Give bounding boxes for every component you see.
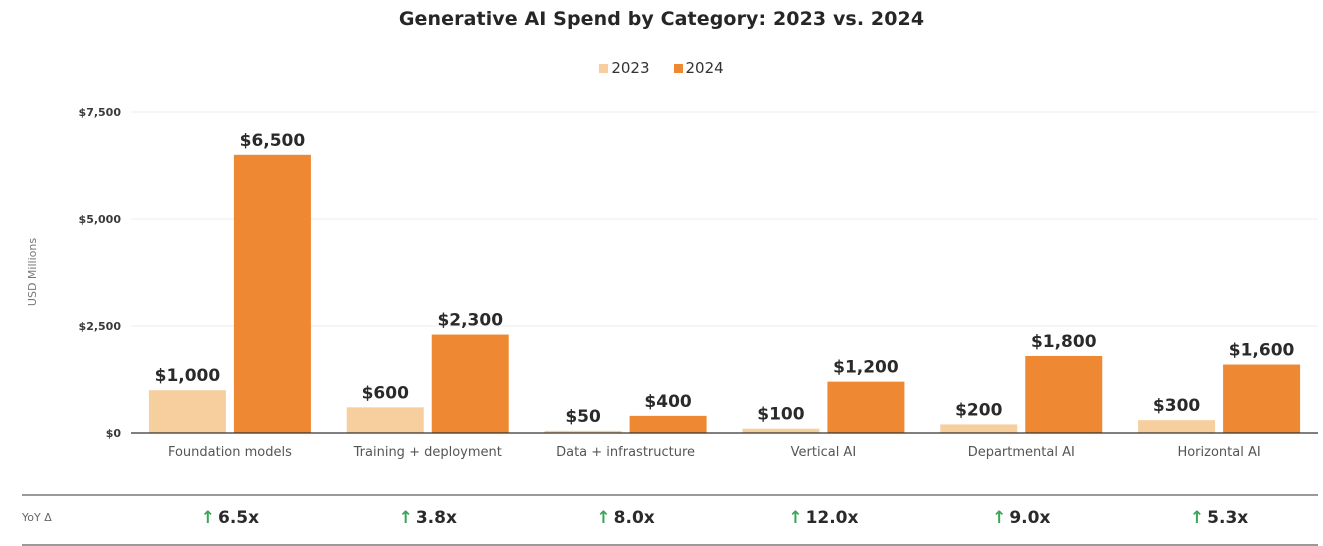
category-label: Data + infrastructure (556, 445, 695, 460)
data-label-2024: $2,300 (437, 311, 503, 331)
category-label: Horizontal AI (1177, 445, 1260, 460)
category-label: Vertical AI (791, 445, 857, 460)
legend-swatch-2024 (673, 63, 683, 73)
yoy-value: ↑ 9.0x (992, 508, 1050, 528)
data-label-2024: $6,500 (240, 131, 306, 151)
bar-2024 (1223, 364, 1301, 433)
arrow-up-icon: ↑ (1189, 508, 1205, 528)
legend-item-2024: 2024 (673, 59, 724, 77)
legend-swatch-2023 (599, 63, 609, 73)
data-label-2023: $50 (565, 407, 601, 427)
bar-2024 (233, 154, 311, 434)
data-label-2024: $400 (644, 392, 691, 412)
yoy-value: ↑ 5.3x (1190, 508, 1248, 528)
arrow-up-icon: ↑ (398, 508, 413, 528)
y-tick-label: $0 (106, 427, 122, 440)
yoy-multiplier: 3.8x (415, 508, 457, 528)
arrow-up-icon: ↑ (200, 508, 215, 528)
category-label: Foundation models (168, 445, 292, 460)
yoy-label: YoY Δ (22, 511, 52, 524)
yoy-multiplier: 6.5x (217, 508, 260, 528)
bar-2024 (827, 381, 905, 433)
category-label: Training + deployment (353, 445, 502, 460)
bar-2023 (940, 424, 1018, 433)
data-label-2023: $1,000 (155, 366, 221, 386)
bar-2023 (1138, 420, 1216, 433)
legend-item-2023: 2023 (599, 59, 650, 77)
legend-label-2023: 2023 (611, 59, 650, 77)
data-label-2023: $200 (955, 400, 1002, 420)
arrow-up-icon: ↑ (596, 508, 611, 528)
yoy-value: ↑ 12.0x (788, 508, 858, 528)
y-tick-label: $7,500 (79, 106, 122, 119)
y-tick-label: $5,000 (79, 213, 122, 226)
bar-2024 (1025, 355, 1103, 433)
bar-2023 (148, 390, 226, 433)
arrow-up-icon: ↑ (788, 508, 803, 528)
data-label-2023: $100 (757, 405, 804, 425)
yoy-multiplier: 9.0x (1009, 508, 1051, 528)
data-label-2023: $600 (362, 383, 409, 403)
arrow-up-icon: ↑ (992, 508, 1007, 528)
bar-2023 (742, 428, 820, 433)
legend: 2023 2024 (0, 59, 1323, 77)
yoy-multiplier: 12.0x (805, 508, 859, 528)
data-label-2024: $1,800 (1031, 332, 1097, 352)
chart-title: Generative AI Spend by Category: 2023 vs… (398, 8, 925, 30)
bar-2023 (346, 407, 424, 433)
yoy-value: ↑ 6.5x (201, 508, 259, 528)
y-tick-label: $2,500 (79, 320, 122, 333)
yoy-row: YoY Δ ↑ 6.5x ↑ 3.8x ↑ 8.0x ↑ 12.0x ↑ 9.0x ↑ 5.3x (22, 494, 1318, 546)
legend-label-2024: 2024 (685, 59, 724, 77)
bar-2024 (629, 415, 707, 433)
yoy-value: ↑ 3.8x (399, 508, 457, 528)
data-label-2024: $1,600 (1229, 341, 1295, 361)
yoy-multiplier: 8.0x (613, 508, 655, 528)
yoy-value: ↑ 8.0x (596, 508, 654, 528)
data-label-2024: $1,200 (833, 358, 899, 378)
bar-2023 (544, 430, 622, 433)
data-label-2023: $300 (1153, 396, 1200, 416)
yoy-multiplier: 5.3x (1207, 508, 1249, 528)
bar-2024 (431, 334, 509, 433)
bar-chart: $0 $2,500 $5,000 $7,500 USD Millions $1,000… (26, 106, 1318, 460)
y-axis-label: USD Millions (26, 238, 39, 306)
category-label: Departmental AI (968, 445, 1075, 460)
